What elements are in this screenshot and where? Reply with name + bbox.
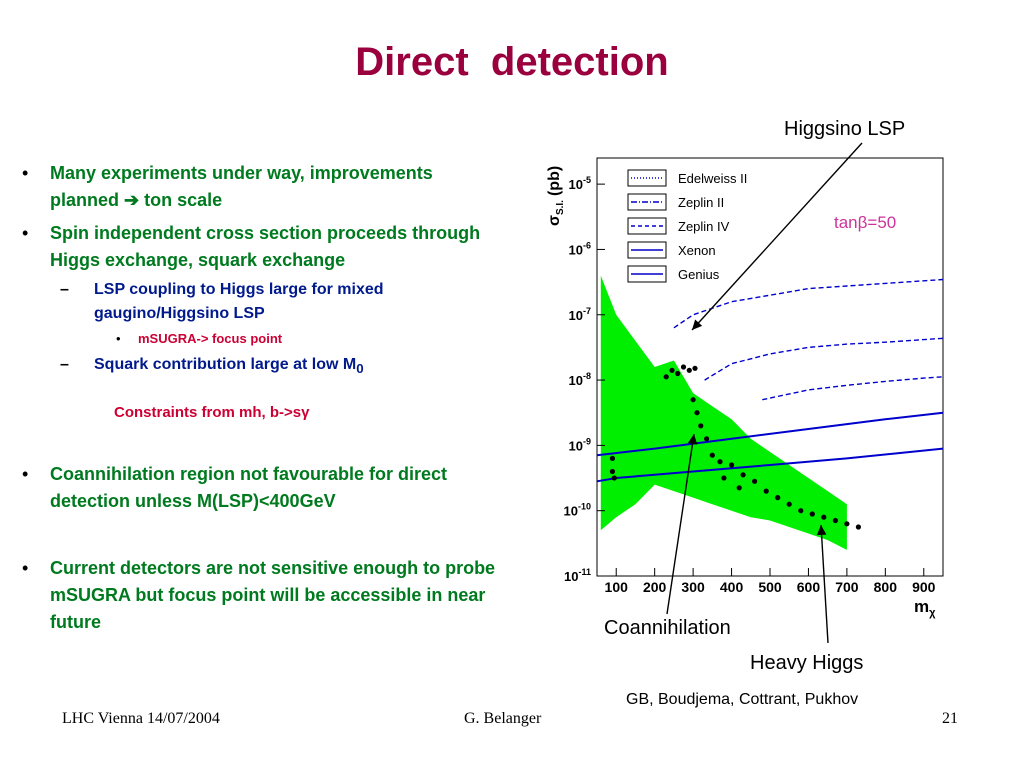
data-point (721, 475, 727, 481)
sub-bullet-lsp-coupling: – LSP coupling to Higgs large for mixed … (18, 278, 498, 326)
data-point (717, 459, 723, 465)
dash-marker: – (60, 281, 69, 298)
bullet-marker: • (22, 558, 29, 579)
slide-title: Direct detection (355, 40, 669, 84)
data-point (809, 511, 815, 517)
legend-label: Xenon (678, 243, 716, 258)
limit-curve-zeplin-iv (704, 337, 944, 381)
data-point (686, 367, 692, 373)
sub-sub-bullet-msugra: • mSUGRA-> focus point (18, 329, 498, 349)
data-point (680, 364, 687, 370)
limit-curve-edelweiss-ii (762, 376, 944, 401)
arrow-higgsino-head (692, 319, 703, 330)
bullet-marker: • (22, 223, 29, 243)
credit-authors: GB, Boudjema, Cottrant, Pukhov (626, 691, 859, 708)
data-point (609, 455, 616, 461)
annotation-higgsino-lsp: Higgsino LSP (784, 118, 906, 140)
bullet-marker: • (116, 331, 121, 346)
x-tick-label: 400 (720, 579, 744, 595)
data-point (694, 410, 700, 416)
annotation-coannihilation: Coannihilation (604, 617, 731, 639)
footer-page-number: 21 (942, 710, 958, 727)
chart-legend: Edelweiss II Zeplin II Zeplin IV Xenon Geniu… (627, 169, 747, 283)
data-point (786, 501, 792, 507)
y-tick-label: 10-10 (564, 502, 591, 519)
x-tick-label: 800 (874, 579, 898, 595)
subscript-zero: 0 (356, 361, 364, 377)
arrow-heavy-higgs-head (816, 525, 827, 536)
bullet-text: Current detectors are not sensitive enou… (50, 558, 496, 633)
footer-left: LHC Vienna 14/07/2004 (62, 710, 220, 727)
x-tick-label: 200 (643, 579, 667, 595)
scan-region-band (600, 275, 847, 550)
bullet-coannihilation: • Coannihilation region not favourable f… (18, 461, 498, 515)
legend-label: Zeplin II (678, 195, 724, 210)
constraints-note: Constraints from mh, b->sγ (114, 404, 310, 422)
data-point (692, 365, 698, 371)
bullet-list: • Many experiments under way, improvemen… (18, 160, 498, 636)
dash-marker: – (60, 356, 69, 373)
y-tick-label: 10-6 (569, 240, 591, 257)
x-tick-label: 300 (681, 579, 705, 595)
legend-label: Genius (678, 267, 720, 282)
x-tick-label: 900 (912, 579, 936, 595)
data-point (752, 478, 758, 484)
limit-curve-xenon (596, 411, 944, 457)
data-point (611, 475, 617, 481)
x-axis-label: mχ (914, 597, 936, 619)
data-point (675, 370, 681, 377)
data-point (775, 495, 781, 501)
arrow-coannihilation (666, 433, 695, 615)
bullet-text: Spin independent cross section proceeds … (50, 223, 481, 270)
sub-bullet-text: Squark contribution large at low M (94, 356, 357, 373)
bullet-spin-independent: • Spin independent cross section proceed… (18, 220, 498, 274)
data-point (690, 397, 696, 403)
bullet-marker: • (22, 163, 29, 183)
y-axis-label: σS.I.(pb) (546, 166, 566, 226)
data-point (709, 452, 715, 458)
data-point (844, 521, 850, 527)
data-point (855, 524, 862, 530)
data-point (740, 472, 746, 478)
bullet-text: Coannihilation region not favourable for… (50, 464, 448, 512)
data-point (798, 508, 804, 514)
footer-center: G. Belanger (464, 710, 542, 727)
y-tick-label: 10-7 (569, 306, 591, 323)
arrow-heavy-higgs (820, 524, 829, 644)
bullet-text: Many experiments under way, improvements… (50, 163, 433, 210)
annotation-heavy-higgs: Heavy Higgs (750, 652, 864, 674)
arrow-higgsino (691, 142, 863, 331)
x-tick-label: 500 (758, 579, 782, 595)
x-tick-label: 700 (835, 579, 859, 595)
data-point (821, 514, 827, 520)
sub-bullet-text: LSP coupling to Higgs large for mixed ga… (94, 281, 384, 322)
data-point (663, 374, 669, 380)
sub-bullet-squark: – Squark contribution large at low M0 (18, 353, 498, 381)
y-tick-label: 10-11 (564, 567, 591, 584)
sub-sub-bullet-text: mSUGRA-> focus point (138, 331, 283, 346)
data-point (832, 517, 839, 524)
legend-label: Zeplin IV (678, 219, 730, 234)
x-tick-label: 600 (797, 579, 821, 595)
bullet-marker: • (22, 464, 29, 485)
data-point (763, 488, 769, 494)
y-tick-label: 10-9 (569, 436, 591, 453)
data-point (698, 423, 704, 429)
data-point (669, 367, 675, 373)
data-point (736, 485, 742, 491)
data-point (729, 462, 735, 468)
annotation-tanb: tanβ=50 (834, 213, 897, 232)
y-tick-label: 10-8 (569, 371, 591, 388)
legend-label: Edelweiss II (678, 171, 747, 186)
arrow-coannihilation-head (687, 434, 698, 445)
bullet-experiments: • Many experiments under way, improvemen… (18, 160, 498, 214)
limit-curve-zeplin-ii (673, 278, 944, 329)
x-tick-label: 100 (605, 579, 629, 595)
data-point (704, 436, 710, 442)
bullet-current-detectors: • Current detectors are not sensitive en… (18, 555, 498, 636)
data-point (609, 468, 616, 475)
y-tick-label: 10-5 (569, 175, 591, 192)
